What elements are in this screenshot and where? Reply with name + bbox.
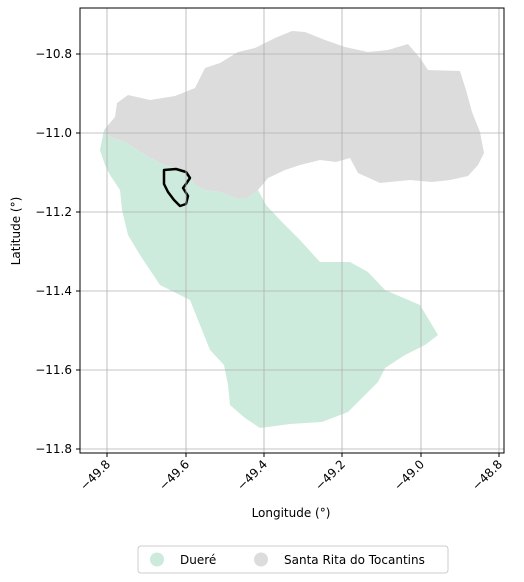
x-axis-title: Longitude (°) bbox=[252, 506, 331, 520]
x-tick-label: −49.2 bbox=[312, 457, 348, 493]
y-tick-label: −11.8 bbox=[35, 442, 72, 456]
y-tick-label: −11.6 bbox=[35, 363, 72, 377]
x-tick-label: −49.8 bbox=[77, 457, 113, 493]
x-ticks bbox=[106, 453, 500, 457]
legend-label-duere: Dueré bbox=[180, 553, 216, 567]
y-tick-label: −11.0 bbox=[35, 126, 72, 140]
y-tick-label: −11.2 bbox=[35, 205, 72, 219]
legend-marker-duere bbox=[150, 552, 164, 567]
legend-marker-santa-rita-do-tocantins bbox=[254, 552, 268, 567]
grid bbox=[80, 8, 504, 453]
legend: Dueré Santa Rita do Tocantins bbox=[137, 545, 449, 574]
x-tick-label: −48.8 bbox=[469, 457, 505, 493]
y-axis-title: Latitude (°) bbox=[9, 197, 23, 266]
y-tick-label: −10.8 bbox=[35, 47, 72, 61]
legend-label-santa-rita-do-tocantins: Santa Rita do Tocantins bbox=[284, 553, 425, 567]
x-tick-label: −49.6 bbox=[156, 457, 192, 493]
x-tick-label: −49.0 bbox=[391, 457, 427, 493]
y-ticks bbox=[76, 53, 80, 450]
region-santa-rita-do-tocantins bbox=[104, 31, 484, 198]
plot-frame bbox=[79, 7, 505, 454]
x-tick-label: −49.4 bbox=[234, 457, 270, 493]
y-tick-label: −11.4 bbox=[35, 284, 72, 298]
legend-box bbox=[137, 545, 449, 574]
